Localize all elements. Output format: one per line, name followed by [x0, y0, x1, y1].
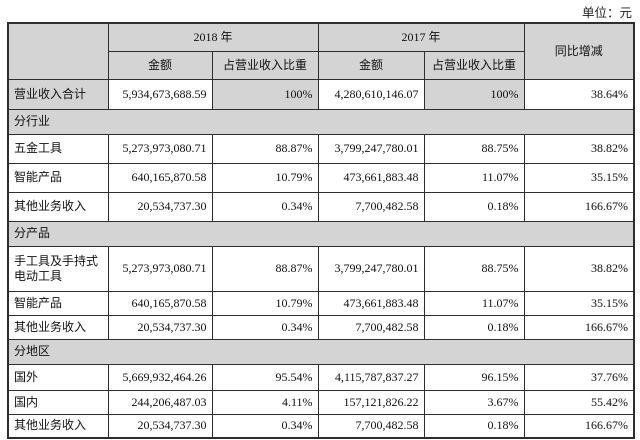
section-title: 分行业: [7, 108, 635, 135]
amount-2018-cell: 5,273,973,080.71: [107, 133, 213, 164]
col-header-amount-2017: 金额: [317, 50, 425, 80]
amount-2018-cell: 20,534,737.30: [107, 413, 213, 439]
pct-2017-cell: 88.75%: [423, 133, 525, 164]
yoy-cell: 38.64%: [523, 78, 635, 110]
pct-2017-cell: 0.18%: [423, 191, 525, 222]
row-label: 智能产品: [7, 290, 109, 316]
header-row-measures: 金额 占营业收入比重 金额 占营业收入比重: [8, 50, 634, 80]
table-row: 其他业务收入 20,534,737.30 0.34% 7,700,482.58 …: [7, 191, 635, 222]
header-row-years: 2018 年 2017 年 同比增减: [7, 22, 635, 80]
amount-2017-cell: 473,661,883.48: [317, 290, 425, 316]
amount-2018-cell: 640,165,870.58: [107, 162, 213, 193]
col-header-2017: 2017 年: [317, 22, 525, 52]
yoy-cell: 38.82%: [523, 133, 635, 164]
table-row: 其他业务收入 20,534,737.30 0.34% 7,700,482.58 …: [7, 413, 635, 439]
pct-2018-cell: 10.79%: [211, 290, 319, 316]
section-band-industry: 分行业: [7, 108, 635, 135]
pct-2017-cell: 88.75%: [423, 245, 525, 292]
amount-2018-cell: 5,934,673,688.59: [107, 78, 213, 110]
amount-2018-cell: 5,273,973,080.71: [107, 245, 213, 292]
pct-2017-cell: 3.67%: [423, 389, 525, 415]
table-row: 智能产品 640,165,870.58 10.79% 473,661,883.4…: [7, 162, 635, 193]
table-row: 其他业务收入 20,534,737.30 0.34% 7,700,482.58 …: [7, 314, 635, 340]
col-header-pct-2017: 占营业收入比重: [423, 50, 525, 80]
yoy-cell: 37.76%: [523, 363, 635, 391]
yoy-cell: 166.67%: [523, 413, 635, 439]
pct-2017-cell: 11.07%: [423, 290, 525, 316]
row-label: 其他业务收入: [7, 314, 109, 340]
corner-cell: [7, 22, 109, 80]
amount-2018-cell: 20,534,737.30: [107, 191, 213, 222]
amount-2017-cell: 7,700,482.58: [317, 413, 425, 439]
unit-label: 单位：元: [581, 6, 632, 20]
row-label: 智能产品: [7, 162, 109, 193]
amount-2017-cell: 473,661,883.48: [317, 162, 425, 193]
row-label: 国内: [7, 389, 109, 415]
amount-2017-cell: 157,121,826.22: [317, 389, 425, 415]
yoy-cell: 166.67%: [523, 314, 635, 340]
table-row: 国内 244,206,487.03 4.11% 157,121,826.22 3…: [7, 389, 635, 415]
col-header-2018: 2018 年: [107, 22, 319, 52]
table-row: 五金工具 5,273,973,080.71 88.87% 3,799,247,7…: [7, 133, 635, 164]
row-label: 其他业务收入: [7, 413, 109, 439]
yoy-cell: 35.15%: [523, 162, 635, 193]
section-title: 分地区: [7, 338, 635, 365]
row-label: 营业收入合计: [7, 78, 109, 110]
pct-2018-cell: 0.34%: [211, 314, 319, 340]
pct-2017-cell: 100%: [423, 78, 525, 110]
amount-2017-cell: 7,700,482.58: [317, 191, 425, 222]
yoy-cell: 55.42%: [523, 389, 635, 415]
col-header-yoy: 同比增减: [523, 22, 635, 80]
amount-2017-cell: 3,799,247,780.01: [317, 133, 425, 164]
row-label: 国外: [7, 363, 109, 391]
section-band-product: 分产品: [7, 220, 635, 247]
pct-2018-cell: 0.34%: [211, 191, 319, 222]
table-row-total: 营业收入合计 5,934,673,688.59 100% 4,280,610,1…: [7, 78, 635, 110]
pct-2017-cell: 11.07%: [423, 162, 525, 193]
pct-2018-cell: 88.87%: [211, 133, 319, 164]
pct-2018-cell: 88.87%: [211, 245, 319, 292]
yoy-cell: 35.15%: [523, 290, 635, 316]
amount-2017-cell: 3,799,247,780.01: [317, 245, 425, 292]
section-band-region: 分地区: [7, 338, 635, 365]
amount-2018-cell: 244,206,487.03: [107, 389, 213, 415]
row-label: 其他业务收入: [7, 191, 109, 222]
amount-2017-cell: 4,115,787,837.27: [317, 363, 425, 391]
table-row: 智能产品 640,165,870.58 10.79% 473,661,883.4…: [7, 290, 635, 316]
amount-2018-cell: 5,669,932,464.26: [107, 363, 213, 391]
table-row: 国外 5,669,932,464.26 95.54% 4,115,787,837…: [7, 363, 635, 391]
amount-2018-cell: 20,534,737.30: [107, 314, 213, 340]
col-header-pct-2018: 占营业收入比重: [211, 50, 319, 80]
pct-2018-cell: 10.79%: [211, 162, 319, 193]
pct-2017-cell: 0.18%: [423, 314, 525, 340]
pct-2018-cell: 95.54%: [211, 363, 319, 391]
pct-2017-cell: 96.15%: [423, 363, 525, 391]
section-title: 分产品: [7, 220, 635, 247]
yoy-cell: 166.67%: [523, 191, 635, 222]
pct-2017-cell: 0.18%: [423, 413, 525, 439]
amount-2017-cell: 7,700,482.58: [317, 314, 425, 340]
pct-2018-cell: 4.11%: [211, 389, 319, 415]
row-label: 手工具及手持式电动工具: [7, 245, 109, 292]
revenue-table: 2018 年 2017 年 同比增减 金额 占营业收入比重 金额 占营业收入比重…: [7, 22, 636, 439]
pct-2018-cell: 0.34%: [211, 413, 319, 439]
pct-2018-cell: 100%: [211, 78, 319, 110]
amount-2017-cell: 4,280,610,146.07: [317, 78, 425, 110]
amount-2018-cell: 640,165,870.58: [107, 290, 213, 316]
row-label: 五金工具: [7, 133, 109, 164]
table-row: 手工具及手持式电动工具 5,273,973,080.71 88.87% 3,79…: [7, 245, 635, 292]
yoy-cell: 38.82%: [523, 245, 635, 292]
col-header-amount-2018: 金额: [107, 50, 213, 80]
